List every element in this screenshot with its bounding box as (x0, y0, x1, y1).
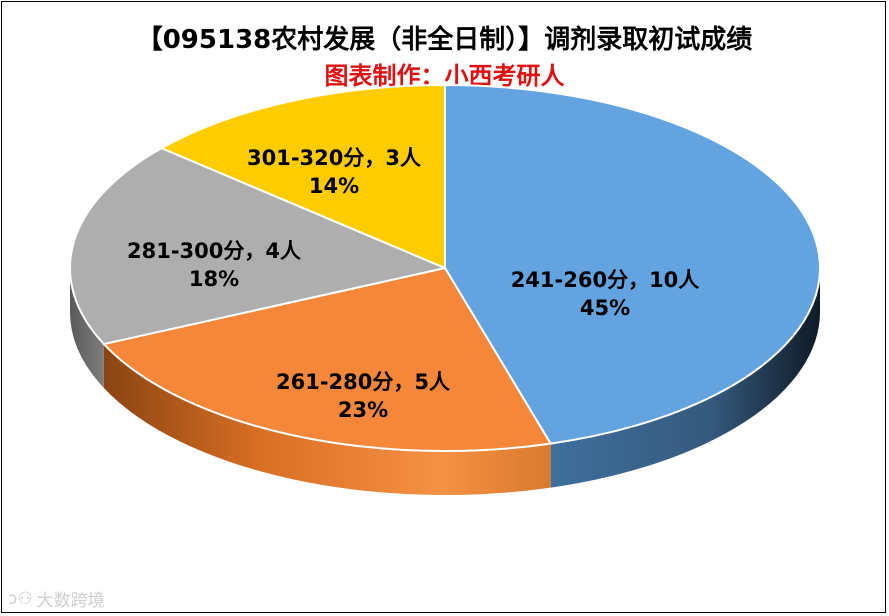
pie-side-walls (70, 268, 820, 495)
pie-slice-2 (69, 147, 446, 346)
pie-labels: 241-260分，10人 45% 261-280分，5人 23% 281-300分，4人… (127, 146, 699, 422)
slice-percent-0: 45% (580, 296, 630, 320)
slice-percent-2: 18% (189, 267, 239, 291)
pie-top-faces (69, 84, 821, 452)
pie-slice-3 (160, 84, 446, 269)
pie-side-0 (550, 268, 820, 488)
slice-label-0: 241-260分，10人 (511, 268, 700, 292)
watermark: ↄ⚇ 大数跨境 (8, 586, 105, 612)
slice-label-1: 261-280分，5人 (276, 370, 450, 394)
pie-slice-1 (102, 267, 552, 452)
watermark-text: 大数跨境 (36, 591, 105, 611)
chart-title: 【095138农村发展（非全日制）】调剂录取初试成绩 (136, 25, 753, 55)
watermark-logo-icon: ↄ⚇ (8, 588, 33, 609)
slice-percent-3: 14% (309, 174, 359, 198)
slice-label-2: 281-300分，4人 (127, 239, 301, 263)
pie-side-1 (103, 344, 551, 495)
pie-side-2 (70, 268, 104, 389)
pie-slice-0 (444, 84, 821, 445)
slice-percent-1: 23% (338, 398, 388, 422)
slice-label-3: 301-320分，3人 (247, 146, 421, 170)
